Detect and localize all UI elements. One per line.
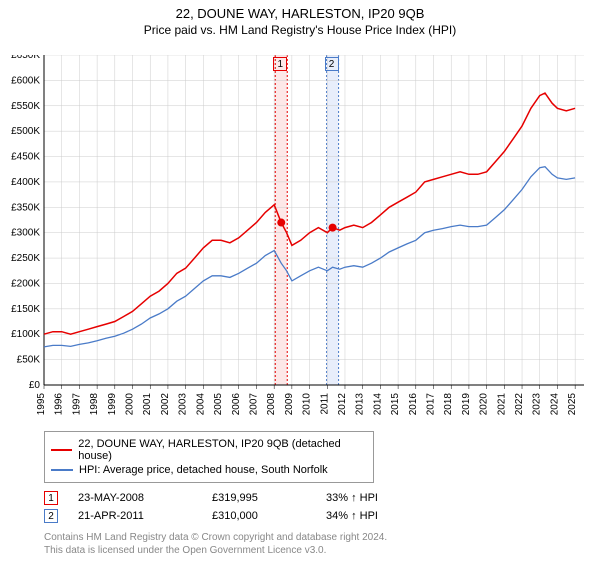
svg-text:2010: 2010 xyxy=(302,393,313,416)
footer-attribution: Contains HM Land Registry data © Crown c… xyxy=(44,531,600,557)
sale-marker-cell: 1 xyxy=(44,491,58,505)
legend-row: HPI: Average price, detached house, Sout… xyxy=(51,464,367,476)
svg-text:1995: 1995 xyxy=(36,393,47,416)
svg-text:2003: 2003 xyxy=(178,393,189,416)
sale-price: £310,000 xyxy=(212,510,302,522)
footer-line-1: Contains HM Land Registry data © Crown c… xyxy=(44,531,600,544)
legend-swatch xyxy=(51,449,72,451)
sales-table: 1 23-MAY-2008 £319,995 33% ↑ HPI 2 21-APR-201… xyxy=(44,491,600,523)
svg-text:£0: £0 xyxy=(29,380,41,391)
svg-text:2013: 2013 xyxy=(355,393,366,416)
svg-text:£300K: £300K xyxy=(11,228,40,239)
svg-text:1996: 1996 xyxy=(54,393,65,416)
svg-text:1998: 1998 xyxy=(89,393,100,416)
svg-text:£350K: £350K xyxy=(11,202,40,213)
svg-text:2025: 2025 xyxy=(567,393,578,416)
svg-text:2012: 2012 xyxy=(337,393,348,416)
svg-text:£600K: £600K xyxy=(11,75,40,86)
top-sale-markers: 12 xyxy=(0,55,600,73)
legend-swatch xyxy=(51,469,73,471)
svg-text:2017: 2017 xyxy=(426,393,437,416)
svg-text:2007: 2007 xyxy=(248,393,259,416)
svg-text:2001: 2001 xyxy=(142,393,153,416)
sale-date: 23-MAY-2008 xyxy=(78,492,188,504)
chart-title-2: Price paid vs. HM Land Registry's House … xyxy=(0,23,600,37)
svg-text:£100K: £100K xyxy=(11,329,40,340)
legend-label: HPI: Average price, detached house, Sout… xyxy=(79,464,328,476)
svg-text:2011: 2011 xyxy=(319,393,330,415)
svg-text:£50K: £50K xyxy=(17,355,41,366)
legend: 22, DOUNE WAY, HARLESTON, IP20 9QB (deta… xyxy=(44,431,374,483)
price-chart: £0 £50K £100K £150K £200K £250K £300K £350K £400… xyxy=(0,55,600,425)
sale-marker: 2 xyxy=(325,57,339,71)
svg-text:2022: 2022 xyxy=(514,393,525,416)
sale-row: 2 21-APR-2011 £310,000 34% ↑ HPI xyxy=(44,509,600,523)
footer-line-2: This data is licensed under the Open Gov… xyxy=(44,544,600,557)
svg-text:£150K: £150K xyxy=(11,304,40,315)
svg-text:2019: 2019 xyxy=(461,393,472,416)
svg-text:2024: 2024 xyxy=(549,393,560,416)
svg-text:2002: 2002 xyxy=(160,393,171,416)
sale-price: £319,995 xyxy=(212,492,302,504)
svg-text:£250K: £250K xyxy=(11,253,40,264)
svg-text:2006: 2006 xyxy=(231,393,242,416)
svg-text:2005: 2005 xyxy=(213,393,224,416)
svg-text:2009: 2009 xyxy=(284,393,295,416)
svg-text:£450K: £450K xyxy=(11,152,40,163)
svg-text:2015: 2015 xyxy=(390,393,401,416)
svg-text:£550K: £550K xyxy=(11,101,40,112)
svg-text:2008: 2008 xyxy=(266,393,277,416)
legend-label: 22, DOUNE WAY, HARLESTON, IP20 9QB (deta… xyxy=(78,438,367,462)
svg-text:1999: 1999 xyxy=(107,393,118,416)
sale-marker: 1 xyxy=(273,57,287,71)
svg-text:2016: 2016 xyxy=(408,393,419,416)
chart-title-1: 22, DOUNE WAY, HARLESTON, IP20 9QB xyxy=(0,6,600,21)
svg-text:2014: 2014 xyxy=(372,393,383,416)
svg-text:2004: 2004 xyxy=(195,393,206,416)
svg-text:2020: 2020 xyxy=(479,393,490,416)
svg-text:£400K: £400K xyxy=(11,177,40,188)
svg-text:£500K: £500K xyxy=(11,126,40,137)
svg-text:£200K: £200K xyxy=(11,278,40,289)
svg-text:2021: 2021 xyxy=(496,393,507,416)
sale-marker-cell: 2 xyxy=(44,509,58,523)
sale-delta: 34% ↑ HPI xyxy=(326,510,378,522)
sale-date: 21-APR-2011 xyxy=(78,510,188,522)
svg-text:2000: 2000 xyxy=(125,393,136,416)
svg-text:2023: 2023 xyxy=(532,393,543,416)
svg-text:2018: 2018 xyxy=(443,393,454,416)
legend-row: 22, DOUNE WAY, HARLESTON, IP20 9QB (deta… xyxy=(51,438,367,462)
sale-delta: 33% ↑ HPI xyxy=(326,492,378,504)
chart-container: 12 £0£50K£100K£150K£200K£250K£300K£350K£… xyxy=(0,55,600,425)
svg-text:1997: 1997 xyxy=(71,393,82,416)
sale-row: 1 23-MAY-2008 £319,995 33% ↑ HPI xyxy=(44,491,600,505)
